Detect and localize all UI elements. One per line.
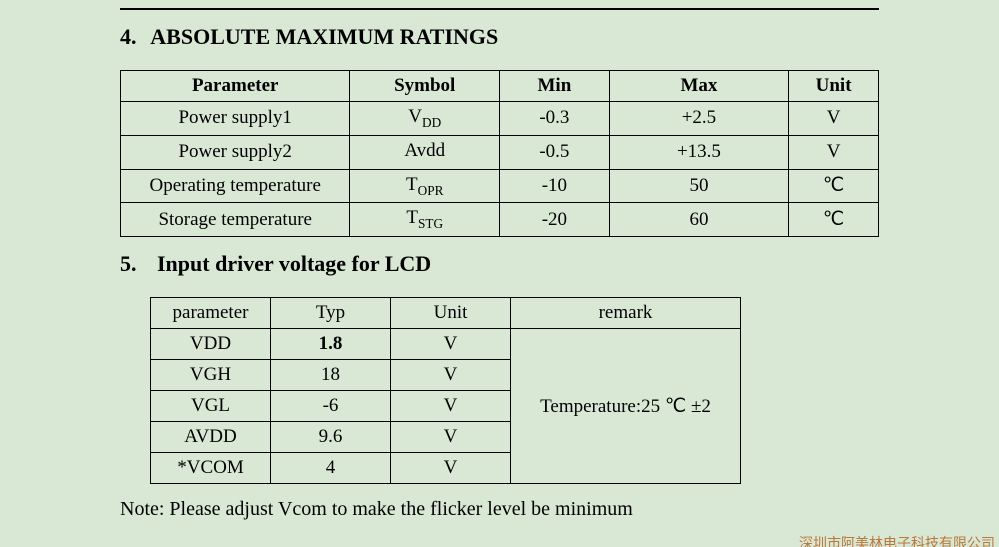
col-min: Min: [500, 71, 610, 102]
cell-remark: Temperature:25 ℃ ±2: [511, 329, 741, 484]
cell-typ: 9.6: [271, 422, 391, 453]
cell-max: 60: [609, 203, 788, 237]
col-unit: Unit: [789, 71, 879, 102]
table-header-row: Parameter Symbol Min Max Unit: [121, 71, 879, 102]
cell-symbol: Avdd: [350, 135, 500, 169]
cell-symbol: VDD: [350, 102, 500, 136]
cell-typ: 18: [271, 360, 391, 391]
footer-company-name: 深圳市阿美林电子科技有限公司: [799, 533, 995, 547]
absolute-maximum-ratings-table: Parameter Symbol Min Max Unit Power supp…: [120, 70, 879, 237]
cell-typ: -6: [271, 391, 391, 422]
cell-param: Power supply2: [121, 135, 350, 169]
cell-param: VGH: [151, 360, 271, 391]
cell-max: +2.5: [609, 102, 788, 136]
section-4-number: 4.: [120, 24, 146, 50]
cell-min: -0.5: [500, 135, 610, 169]
cell-max: 50: [609, 169, 788, 203]
cell-unit: ℃: [789, 203, 879, 237]
input-driver-voltage-table: parameter Typ Unit remark VDD 1.8 V Temp…: [150, 297, 741, 484]
cell-symbol: TSTG: [350, 203, 500, 237]
cell-typ: 4: [271, 453, 391, 484]
section-5-title: Input driver voltage for LCD: [157, 251, 431, 276]
cell-unit: V: [391, 329, 511, 360]
table-header-row: parameter Typ Unit remark: [151, 298, 741, 329]
cell-unit: V: [789, 102, 879, 136]
col-unit: Unit: [391, 298, 511, 329]
col-parameter: Parameter: [121, 71, 350, 102]
col-max: Max: [609, 71, 788, 102]
cell-unit: V: [391, 391, 511, 422]
table-row: VDD 1.8 V Temperature:25 ℃ ±2: [151, 329, 741, 360]
section-4-heading: 4. ABSOLUTE MAXIMUM RATINGS: [120, 24, 879, 50]
cell-unit: V: [391, 360, 511, 391]
cell-unit: ℃: [789, 169, 879, 203]
cell-param: VGL: [151, 391, 271, 422]
cell-param: Power supply1: [121, 102, 350, 136]
section-5-heading: 5. Input driver voltage for LCD: [120, 251, 879, 277]
cell-param: AVDD: [151, 422, 271, 453]
top-horizontal-rule: [120, 8, 879, 10]
cell-unit: V: [391, 453, 511, 484]
cell-param: Storage temperature: [121, 203, 350, 237]
table-row: Operating temperature TOPR -10 50 ℃: [121, 169, 879, 203]
cell-max: +13.5: [609, 135, 788, 169]
table-row: Power supply1 VDD -0.3 +2.5 V: [121, 102, 879, 136]
note-text: Note: Please adjust Vcom to make the fli…: [120, 498, 879, 521]
table-row: Storage temperature TSTG -20 60 ℃: [121, 203, 879, 237]
cell-unit: V: [789, 135, 879, 169]
cell-typ: 1.8: [271, 329, 391, 360]
section-5-number: 5.: [120, 251, 146, 277]
cell-param: Operating temperature: [121, 169, 350, 203]
cell-unit: V: [391, 422, 511, 453]
section-4-title: ABSOLUTE MAXIMUM RATINGS: [150, 24, 498, 49]
col-typ: Typ: [271, 298, 391, 329]
cell-param: *VCOM: [151, 453, 271, 484]
col-parameter: parameter: [151, 298, 271, 329]
cell-min: -10: [500, 169, 610, 203]
cell-symbol: TOPR: [350, 169, 500, 203]
col-remark: remark: [511, 298, 741, 329]
cell-min: -0.3: [500, 102, 610, 136]
table-row: Power supply2 Avdd -0.5 +13.5 V: [121, 135, 879, 169]
cell-min: -20: [500, 203, 610, 237]
cell-param: VDD: [151, 329, 271, 360]
col-symbol: Symbol: [350, 71, 500, 102]
